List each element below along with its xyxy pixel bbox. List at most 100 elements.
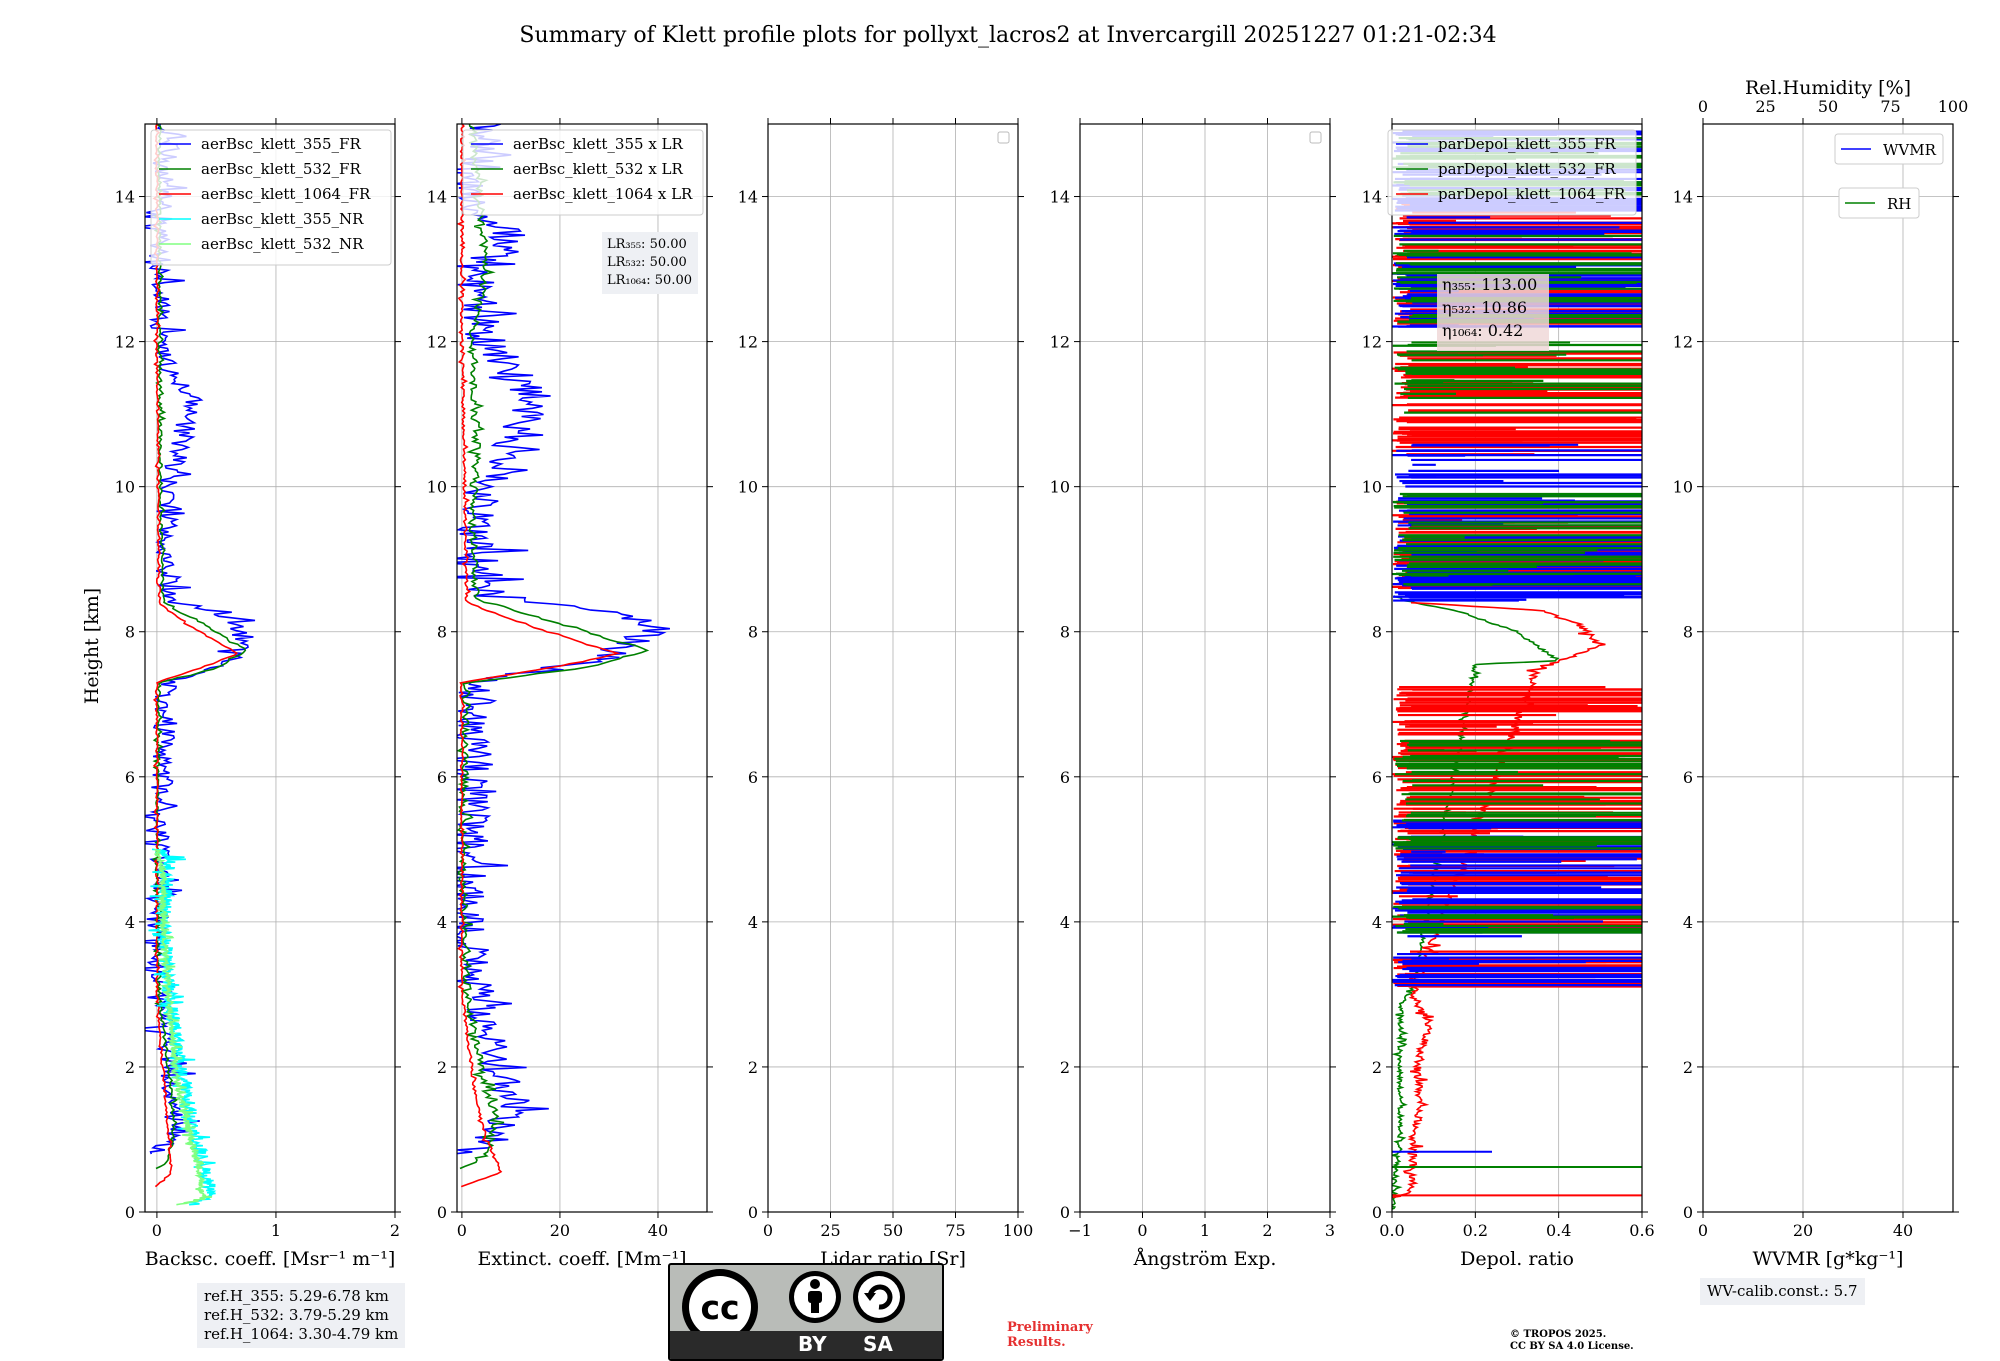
legend-label: aerBsc_klett_1064_FR	[201, 185, 371, 203]
axes-frame	[1391, 123, 1643, 1213]
ref-height-355: ref.H_355: 5.29-6.78 km	[204, 1287, 389, 1305]
cc-by-text: BY	[798, 1332, 827, 1356]
y-tick-label: 6	[437, 768, 447, 787]
legend-box	[1838, 187, 1920, 219]
top-tick-label: 50	[1818, 97, 1838, 116]
x-tick-label: 40	[1893, 1221, 1913, 1240]
y-tick-label: 14	[1050, 188, 1070, 207]
legend-label: aerBsc_klett_1064 x LR	[513, 185, 693, 203]
y-tick-label: 10	[1362, 478, 1382, 497]
y-tick-label: 6	[125, 768, 135, 787]
y-tick-label: 10	[115, 478, 135, 497]
y-tick-label: 8	[437, 623, 447, 642]
legend-label: aerBsc_klett_532 x LR	[513, 160, 684, 178]
y-tick-label: 0	[437, 1203, 447, 1222]
legend-box	[1834, 133, 1944, 165]
y-tick-label: 0	[125, 1203, 135, 1222]
y-tick-label: 10	[1050, 478, 1070, 497]
y-tick-label: 4	[437, 913, 447, 932]
x-tick-label: −1	[1068, 1221, 1092, 1240]
top-tick-label: 25	[1755, 97, 1775, 116]
axes-frame	[456, 123, 708, 1213]
annotation-bg	[1437, 274, 1549, 351]
annotation-text: LR₁₀₆₄: 50.00	[607, 273, 692, 288]
y-tick-label: 8	[1060, 623, 1070, 642]
legend-label: WVMR	[1883, 141, 1937, 159]
x-tick-label: 100	[1003, 1221, 1034, 1240]
ref-height-box: ref.H_355: 5.29-6.78 km ref.H_532: 3.79-…	[197, 1283, 406, 1348]
annotation-bg-ext	[602, 232, 698, 294]
y-tick-label: 14	[427, 188, 447, 207]
wv-calib-box: WV-calib.const.: 5.7	[1700, 1278, 1865, 1305]
legend-label: aerBsc_klett_532_FR	[201, 160, 361, 178]
cc-license-logo: cc BY SA	[668, 1263, 944, 1361]
top-tick-label: 0	[1698, 97, 1708, 116]
series-line-aerBsc_klett_355 x LR	[457, 124, 670, 1155]
x-tick-label: 1	[271, 1221, 281, 1240]
wv-calib-text: WV-calib.const.: 5.7	[1707, 1282, 1858, 1300]
y-tick-label: 2	[1060, 1058, 1070, 1077]
x-tick-label: 0	[1137, 1221, 1147, 1240]
x-tick-label: 25	[820, 1221, 840, 1240]
y-tick-label: 0	[1372, 1203, 1382, 1222]
x-axis-label: Depol. ratio	[1460, 1248, 1574, 1270]
x-tick-label: 75	[945, 1221, 965, 1240]
cc-text: cc	[700, 1288, 739, 1327]
copyright-line-1: © TROPOS 2025.	[1510, 1329, 1607, 1340]
y-tick-label: 2	[1683, 1058, 1693, 1077]
y-tick-label: 0	[748, 1203, 758, 1222]
x-axis-label: Ångström Exp.	[1133, 1248, 1277, 1270]
annotation-text: LR₅₃₂: 50.00	[607, 255, 687, 270]
preliminary-note: Preliminary Results.	[1007, 1320, 1093, 1350]
y-tick-label: 8	[1372, 623, 1382, 642]
series-group	[457, 124, 670, 1188]
copyright-line-2: CC BY SA 4.0 License.	[1510, 1341, 1634, 1352]
x-tick-label: 50	[883, 1221, 903, 1240]
y-tick-label: 2	[125, 1058, 135, 1077]
annotation-text: η₅₃₂: 10.86	[1442, 298, 1527, 317]
empty-legend-box	[1309, 131, 1322, 144]
y-tick-label: 4	[748, 913, 758, 932]
y-tick-label: 2	[748, 1058, 758, 1077]
x-tick-label: 2	[1262, 1221, 1272, 1240]
y-tick-label: 8	[748, 623, 758, 642]
legend-box	[1387, 129, 1637, 216]
legend-label: aerBsc_klett_355_NR	[201, 210, 364, 228]
empty-legend-box	[997, 131, 1010, 144]
annotation-ext: LR₃₅₅: 50.00 LR₅₃₂: 50.00 LR₁₀₆₄: 50.00	[602, 232, 698, 294]
x-tick-label: 0.2	[1463, 1221, 1488, 1240]
preliminary-line-2: Results.	[1007, 1335, 1066, 1350]
x-tick-label: 40	[648, 1221, 668, 1240]
legend-box	[462, 129, 704, 216]
figure-title: Summary of Klett profile plots for polly…	[519, 23, 1496, 48]
y-tick-label: 12	[1673, 333, 1693, 352]
legend-label: parDepol_klett_355_FR	[1438, 135, 1616, 153]
y-tick-label: 4	[1060, 913, 1070, 932]
y-tick-label: 10	[427, 478, 447, 497]
series-line-aerBsc_klett_1064 x LR	[457, 124, 621, 1188]
panel-ext: 0 20 40 0 2 4 6 8 10 12 14 Extinct. coeff. [Mm⁻¹] ae…	[427, 118, 713, 1270]
annotation-text: LR₃₅₅: 50.00	[607, 237, 687, 252]
cc-sa-text: SA	[863, 1332, 893, 1356]
annotation-dep: η₃₅₅: 113.00 η₅₃₂: 10.86 η₁₀₆₄: 0.42	[1437, 274, 1549, 351]
legend-label: aerBsc_klett_355 x LR	[513, 135, 684, 153]
y-tick-label: 4	[1683, 913, 1693, 932]
x-axis-label: WVMR [g*kg⁻¹]	[1753, 1248, 1904, 1270]
cc-band: BY SA	[670, 1331, 942, 1359]
top-axis-label: Rel.Humidity [%]	[1745, 77, 1911, 99]
y-tick-label: 10	[738, 478, 758, 497]
legend-ext: aerBsc_klett_355 x LR aerBsc_klett_532 x …	[462, 129, 704, 216]
legend-WVMR: WVMR	[1834, 133, 1944, 165]
y-tick-label: 12	[1362, 333, 1382, 352]
top-tick-label: 100	[1938, 97, 1969, 116]
x-tick-label: 20	[1793, 1221, 1813, 1240]
y-tick-label: 8	[125, 623, 135, 642]
series-group	[145, 124, 256, 1206]
x-tick-label: 20	[550, 1221, 570, 1240]
y-tick-label: 4	[125, 913, 135, 932]
top-tick-label: 75	[1880, 97, 1900, 116]
